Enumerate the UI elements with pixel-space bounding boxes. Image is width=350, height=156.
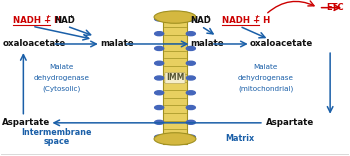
Text: dehydrogenase: dehydrogenase [34,75,90,81]
Circle shape [186,91,195,95]
Text: IMM: IMM [166,73,184,83]
Circle shape [155,106,164,110]
Circle shape [155,135,164,139]
Text: NADH + H: NADH + H [13,15,61,24]
Ellipse shape [154,11,196,23]
Text: malate: malate [100,39,134,49]
Circle shape [186,46,195,50]
Text: malate: malate [191,39,224,49]
Circle shape [186,135,195,139]
Circle shape [155,46,164,50]
Circle shape [186,76,195,80]
Ellipse shape [154,133,196,145]
Text: NAD: NAD [55,15,76,24]
Bar [163,12,187,144]
Text: (mitochondrial): (mitochondrial) [238,86,293,92]
Text: +: + [68,14,73,19]
Text: +: + [254,14,260,19]
Text: Malate: Malate [253,64,278,70]
Circle shape [186,106,195,110]
Circle shape [155,17,164,21]
Text: dehydrogenase: dehydrogenase [238,75,294,81]
Circle shape [186,61,195,65]
Circle shape [155,32,164,36]
Text: Aspartate: Aspartate [266,118,314,127]
Text: +: + [45,14,50,19]
Text: space: space [43,137,70,146]
Circle shape [186,17,195,21]
Text: Matrix: Matrix [225,134,255,143]
Circle shape [186,32,195,36]
Circle shape [155,91,164,95]
Text: Malate: Malate [49,64,74,70]
Circle shape [155,120,164,124]
Text: +: + [204,14,209,19]
Text: Aspartate: Aspartate [2,118,51,127]
Circle shape [155,76,164,80]
Circle shape [186,120,195,124]
Text: oxaloacetate: oxaloacetate [250,39,313,49]
Circle shape [155,61,164,65]
Text: ETC: ETC [327,3,344,12]
Text: Intermembrane: Intermembrane [21,128,92,137]
Text: oxaloacetate: oxaloacetate [2,39,66,49]
Text: NAD: NAD [191,15,211,24]
Text: (Cytosolic): (Cytosolic) [43,86,81,92]
Text: NADH + H: NADH + H [222,15,270,24]
